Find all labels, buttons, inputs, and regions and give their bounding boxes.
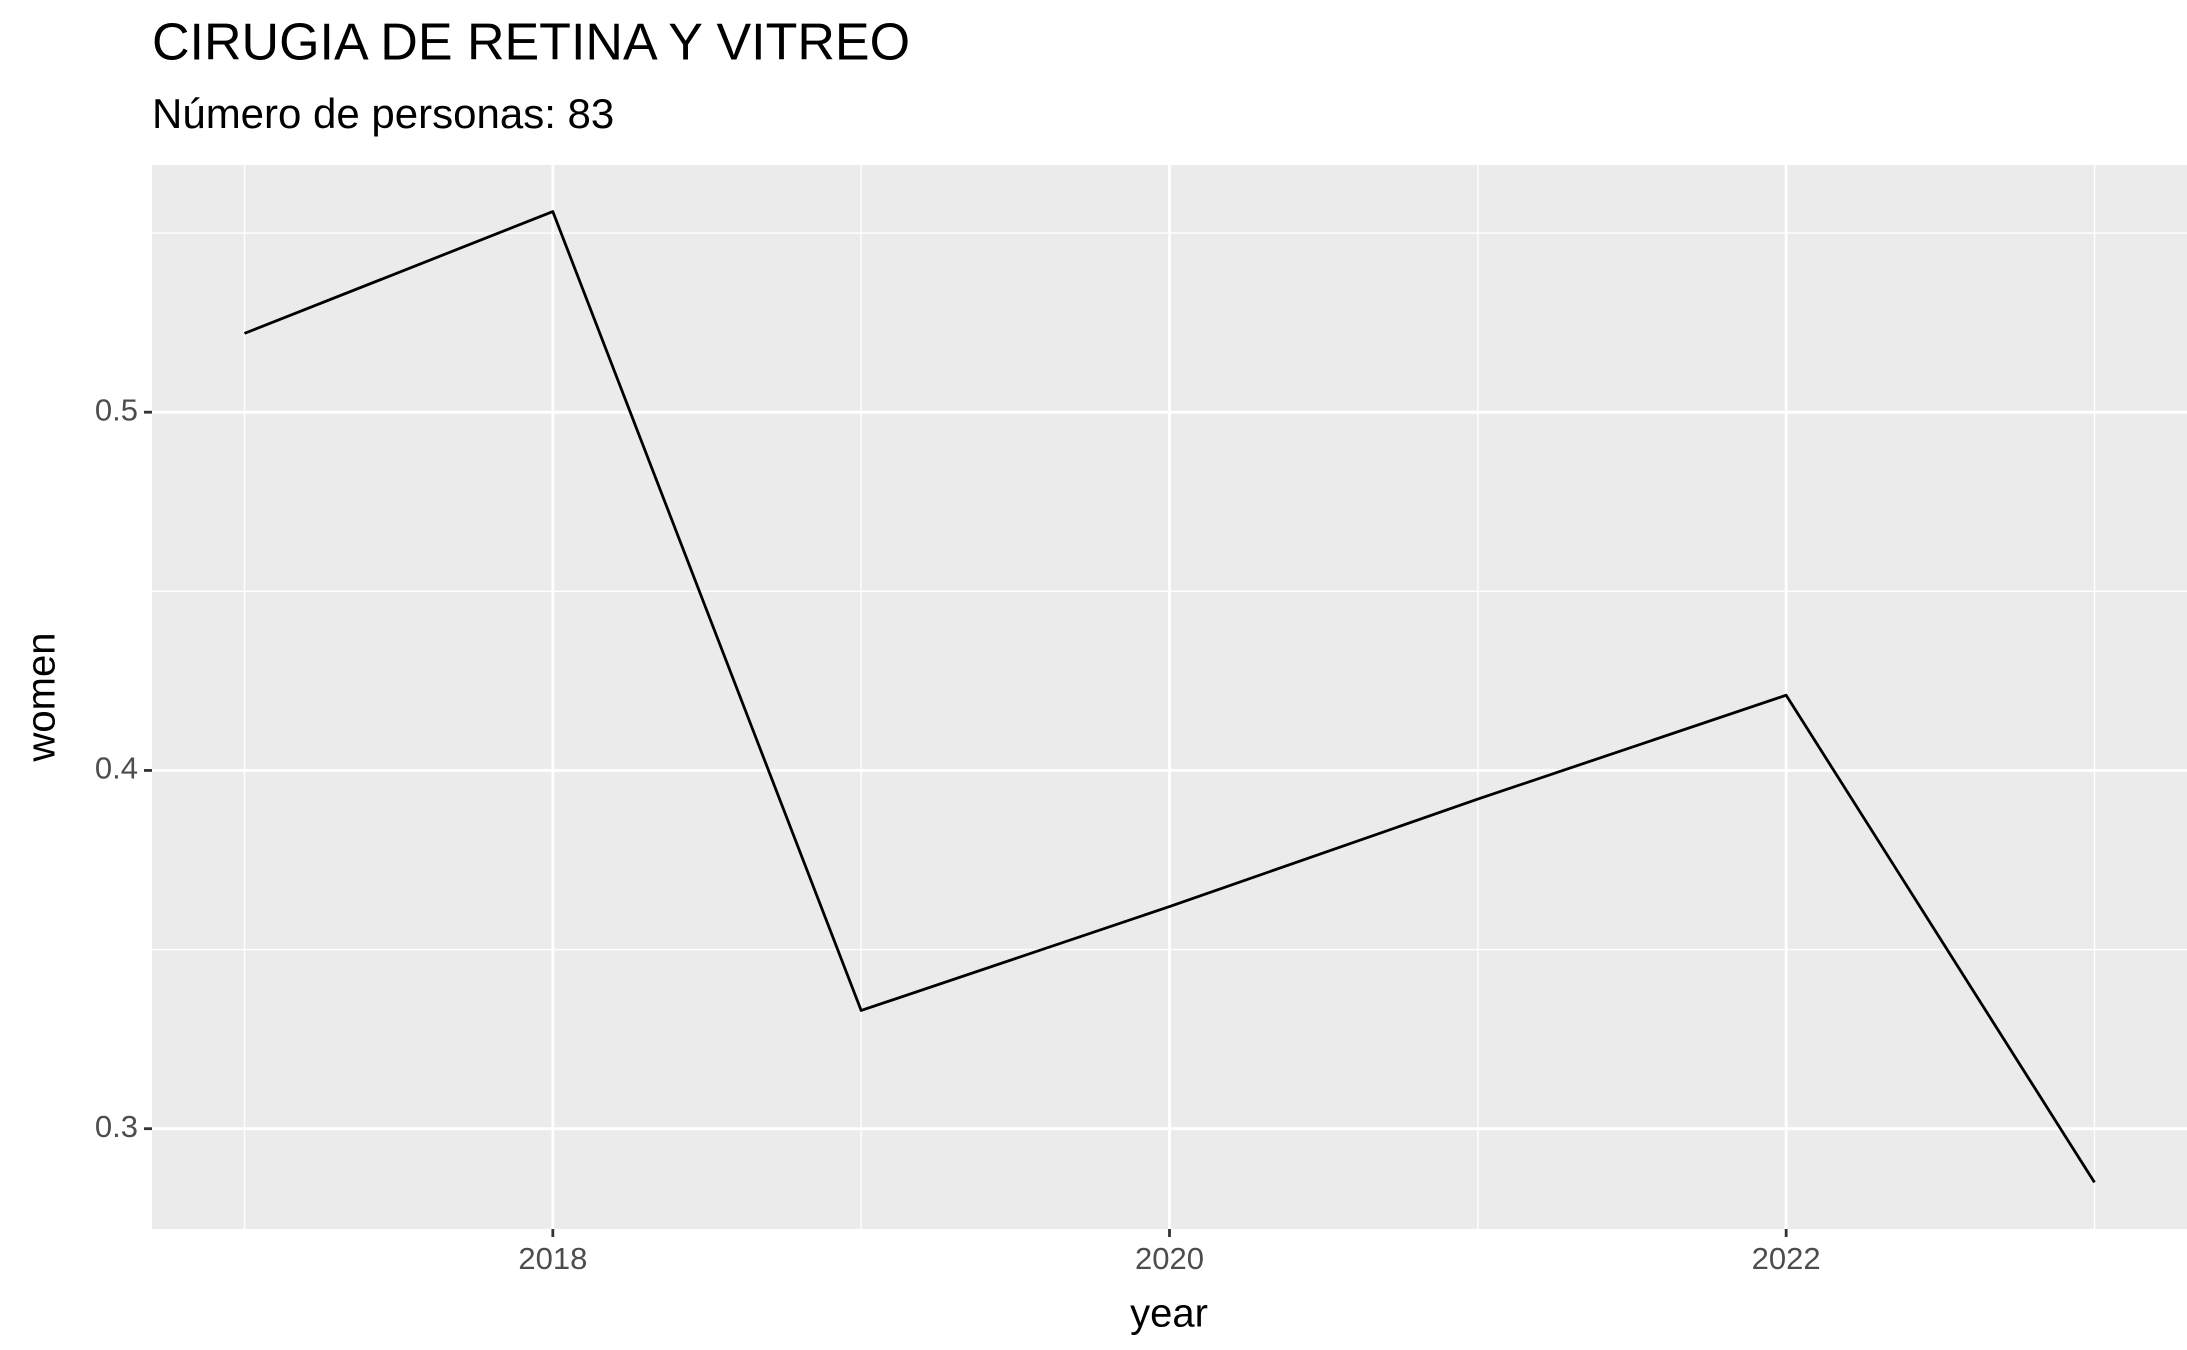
x-tick-label: 2018 bbox=[518, 1241, 587, 1276]
y-tick-label: 0.3 bbox=[95, 1109, 138, 1144]
x-axis-title: year bbox=[1130, 1292, 1208, 1336]
y-tick-label: 0.4 bbox=[95, 751, 138, 786]
y-tick-label: 0.5 bbox=[95, 392, 138, 427]
line bbox=[243, 210, 2096, 1184]
x-tick-label: 2020 bbox=[1135, 1241, 1204, 1276]
marks bbox=[243, 210, 2096, 1184]
y-axis-title: women bbox=[20, 633, 64, 763]
chart-title: CIRUGIA DE RETINA Y VITREO bbox=[152, 14, 910, 72]
grid bbox=[152, 165, 2187, 1229]
x-tick-label: 2022 bbox=[1752, 1241, 1821, 1276]
chart-subtitle: Número de personas: 83 bbox=[152, 90, 614, 137]
